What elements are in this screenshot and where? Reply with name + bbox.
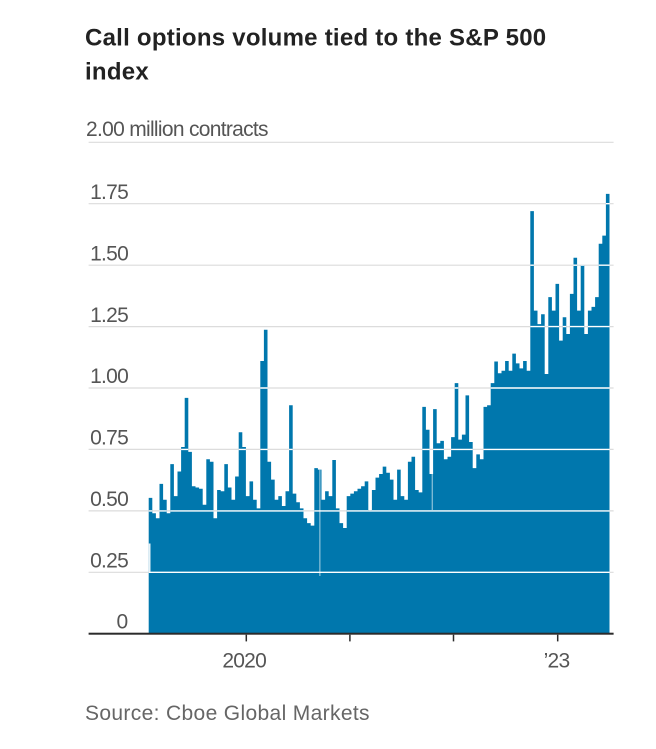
- svg-text:1.75: 1.75: [90, 181, 128, 204]
- svg-text:0.25: 0.25: [90, 550, 128, 573]
- svg-text:1.25: 1.25: [90, 304, 128, 327]
- svg-text:’23: ’23: [544, 650, 570, 673]
- svg-text:0: 0: [116, 611, 127, 634]
- svg-text:2020: 2020: [222, 650, 266, 673]
- svg-text:1.00: 1.00: [90, 365, 128, 388]
- svg-text:index: index: [85, 59, 149, 86]
- svg-text:0.50: 0.50: [90, 488, 128, 511]
- svg-text:Source: Cboe Global Markets: Source: Cboe Global Markets: [85, 702, 370, 725]
- svg-text:0.75: 0.75: [90, 427, 128, 450]
- svg-text:1.50: 1.50: [90, 242, 128, 265]
- svg-text:Call options volume tied to th: Call options volume tied to the S&P 500: [85, 24, 546, 51]
- svg-text:2.00 million contracts: 2.00 million contracts: [86, 118, 268, 141]
